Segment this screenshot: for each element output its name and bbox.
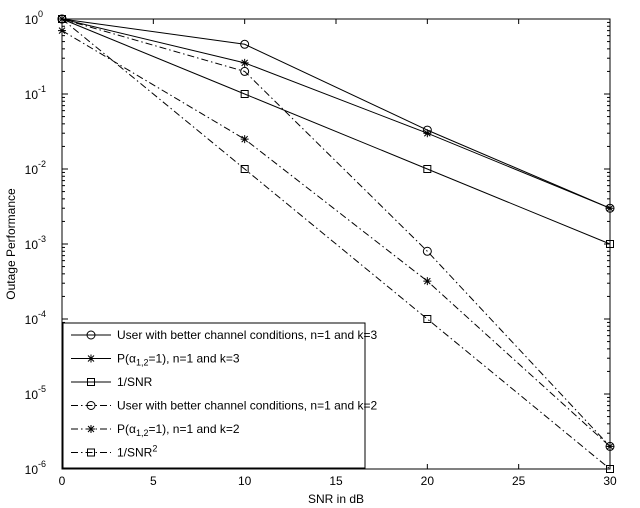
data-point (240, 39, 250, 49)
y-tick-label: 10 (25, 388, 39, 402)
data-point (423, 315, 432, 323)
series-line (61, 18, 611, 245)
series-line (61, 30, 611, 447)
y-tick-label: 10 (25, 163, 39, 177)
legend-entry: 1/SNR (71, 375, 153, 389)
legend-entry: P(α1,2=1), n=1 and k=2 (71, 422, 240, 438)
legend-label: User with better channel conditions, n=1… (117, 399, 377, 413)
series-line (61, 18, 611, 209)
y-tick-exponent: -6 (38, 459, 46, 469)
y-tick-exponent: -5 (38, 384, 46, 394)
data-point (422, 246, 432, 256)
legend-label: 1/SNR (117, 375, 153, 389)
series-line (61, 18, 611, 447)
legend-marker (86, 330, 96, 340)
legend-box (62, 322, 366, 469)
legend-label: 1/SNR2 (117, 444, 157, 460)
x-tick-label: 25 (512, 474, 526, 488)
x-tick-label: 30 (603, 474, 617, 488)
legend-entry: User with better channel conditions, n=1… (71, 328, 377, 342)
y-tick-label: 10 (25, 463, 39, 477)
y-tick-exponent: -3 (38, 234, 46, 244)
y-tick-exponent: -1 (38, 84, 46, 94)
y-axis-label: Outage Performance (4, 188, 18, 300)
x-tick-label: 10 (238, 474, 252, 488)
y-tick-label: 10 (25, 238, 39, 252)
x-tick-label: 0 (59, 474, 66, 488)
legend-entry: User with better channel conditions, n=1… (71, 399, 377, 413)
series-line (61, 18, 611, 470)
series-line (61, 18, 611, 209)
y-tick-exponent: -4 (38, 309, 46, 319)
legend-label: P(α1,2=1), n=1 and k=3 (117, 352, 240, 368)
y-tick-exponent: -2 (38, 159, 46, 169)
y-tick-exponent: 0 (38, 9, 43, 19)
data-point (423, 129, 432, 138)
legend-label: P(α1,2=1), n=1 and k=2 (117, 422, 240, 438)
legend-entry: P(α1,2=1), n=1 and k=3 (71, 352, 240, 368)
data-point (240, 58, 249, 67)
data-point (240, 66, 250, 76)
legend-marker (87, 354, 95, 363)
legend-marker (87, 425, 95, 433)
y-tick-label: 10 (25, 313, 39, 327)
legend-marker (87, 378, 95, 386)
legend-marker (86, 401, 96, 410)
legend-entry: 1/SNR2 (71, 444, 157, 460)
legend: User with better channel conditions, n=1… (62, 322, 377, 469)
x-axis-label: SNR in dB (308, 492, 364, 506)
data-point (240, 165, 249, 173)
data-point (423, 277, 432, 286)
x-axis: 0 5 10 15 20 25 30 (59, 19, 617, 488)
data-point (240, 135, 249, 144)
data-point (240, 90, 249, 98)
x-tick-label: 5 (150, 474, 157, 488)
legend-marker (87, 448, 95, 457)
x-tick-label: 20 (421, 474, 435, 488)
x-tick-label: 15 (329, 474, 343, 488)
y-tick-label: 10 (25, 88, 39, 102)
data-point (423, 165, 432, 173)
y-tick-label: 10 (25, 13, 39, 27)
legend-label: User with better channel conditions, n=1… (117, 328, 377, 342)
